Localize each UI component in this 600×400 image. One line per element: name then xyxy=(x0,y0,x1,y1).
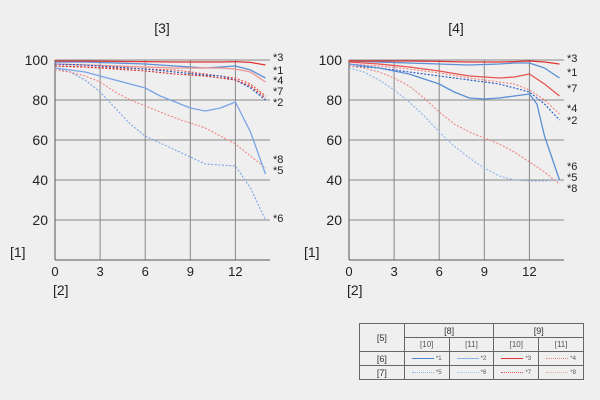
series-annotation: *4 xyxy=(273,75,283,87)
y-tick-label: 100 xyxy=(319,52,343,68)
legend-header-5: [5] xyxy=(359,323,405,352)
legend-swatch xyxy=(456,358,479,360)
legend-entry-label: *1 xyxy=(435,355,442,362)
legend-entry-label: *3 xyxy=(525,355,532,362)
legend-entry-label: *4 xyxy=(570,355,576,362)
y-tick-label: 20 xyxy=(326,212,342,228)
series-annotation: *3 xyxy=(273,52,283,64)
y-axis-label: [1] xyxy=(304,244,320,260)
legend-swatch xyxy=(411,358,434,360)
y-tick-label: 40 xyxy=(326,172,342,188)
x-tick-label: 12 xyxy=(228,264,242,279)
x-tick-label: 0 xyxy=(51,264,58,279)
legend-entry: *7 xyxy=(493,365,540,380)
series-line xyxy=(55,61,266,79)
legend-entry: *4 xyxy=(538,351,584,366)
legend-swatch xyxy=(456,372,479,374)
legend-swatch xyxy=(546,372,569,374)
series-annotation: *7 xyxy=(273,86,283,98)
y-tick-label: 60 xyxy=(32,132,48,148)
legend-entry: *1 xyxy=(403,351,450,366)
chart-title: [3] xyxy=(154,20,170,36)
legend-entry: *3 xyxy=(493,351,540,366)
series-annotation: *4 xyxy=(567,103,577,115)
series-line xyxy=(55,60,266,66)
series-annotation: *2 xyxy=(567,115,577,127)
x-tick-label: 3 xyxy=(390,264,397,279)
legend-entry-label: *5 xyxy=(435,369,442,376)
series-annotation: *7 xyxy=(567,83,577,95)
x-tick-label: 3 xyxy=(96,264,103,279)
legend-swatch xyxy=(501,372,524,374)
series-line xyxy=(54,65,266,99)
legend-sub-10a: [10] xyxy=(403,337,450,352)
series-annotation: *5 xyxy=(273,165,283,177)
x-axis-label: [2] xyxy=(347,282,363,298)
series-annotation: *5 xyxy=(567,172,577,184)
series-line xyxy=(54,69,266,169)
series-annotation: *3 xyxy=(567,53,577,65)
legend-header-8: [8] xyxy=(403,323,495,338)
x-tick-label: 9 xyxy=(187,264,194,279)
series-line xyxy=(54,67,267,175)
y-tick-label: 100 xyxy=(25,52,49,68)
x-tick-label: 6 xyxy=(142,264,149,279)
y-tick-label: 80 xyxy=(32,92,48,108)
legend-entry: *6 xyxy=(448,365,495,380)
chart-title: [4] xyxy=(448,20,464,36)
x-tick-label: 6 xyxy=(436,264,443,279)
series-annotation: *1 xyxy=(567,67,577,79)
x-tick-label: 0 xyxy=(345,264,352,279)
legend-table: [5] [8] [9] [10] [11] [10] [11] [6] *1 *… xyxy=(359,323,584,380)
legend-sub-11a: [11] xyxy=(448,337,495,352)
chart-right: 20 40 60 80 100 0 3 6 9 12 [4] [1] [2] *3 *1 *7 *4*2 *6*5… xyxy=(304,20,577,298)
legend-entry-label: *2 xyxy=(480,355,487,362)
series-line xyxy=(348,67,560,182)
series-line xyxy=(348,60,560,79)
series-annotation: *1 xyxy=(273,65,283,77)
legend-entry: *5 xyxy=(403,365,450,380)
legend-sub-11b: [11] xyxy=(538,337,584,352)
legend-swatch xyxy=(411,372,434,374)
series-annotation: *8 xyxy=(273,154,283,166)
x-tick-label: 9 xyxy=(481,264,488,279)
y-tick-label: 60 xyxy=(326,132,342,148)
series-line xyxy=(349,60,560,65)
legend-entry-label: *7 xyxy=(525,369,532,376)
y-axis-label: [1] xyxy=(10,244,26,260)
x-axis-label: [2] xyxy=(53,282,69,298)
y-tick-label: 20 xyxy=(32,212,48,228)
legend-entry-label: *6 xyxy=(480,369,487,376)
legend-sub-10b: [10] xyxy=(493,337,540,352)
x-tick-label: 12 xyxy=(522,264,536,279)
y-tick-label: 40 xyxy=(32,172,48,188)
series-line xyxy=(54,67,266,221)
series-annotation: *6 xyxy=(273,213,283,225)
series-line xyxy=(348,65,560,121)
chart-left: 20 40 60 80 100 0 3 6 9 12 [3] [1] [2] *3*1*4*7*2 *8*5… xyxy=(10,20,283,298)
y-tick-label: 80 xyxy=(326,92,342,108)
legend-row-6: [6] xyxy=(359,351,405,366)
legend-entry: *8 xyxy=(538,365,584,380)
legend-entry-label: *8 xyxy=(570,369,576,376)
legend-header-9: [9] xyxy=(493,323,584,338)
series-annotation: *6 xyxy=(567,161,577,173)
series-annotation: *8 xyxy=(567,183,577,195)
series-line xyxy=(54,63,266,101)
legend-swatch xyxy=(546,358,569,360)
series-annotation: *2 xyxy=(273,97,283,109)
series-line xyxy=(348,61,560,97)
legend-swatch xyxy=(501,358,524,360)
series-line xyxy=(348,65,560,185)
series-line xyxy=(348,63,561,181)
legend-row-7: [7] xyxy=(359,365,405,380)
legend-entry: *2 xyxy=(448,351,495,366)
series-line xyxy=(348,63,560,115)
